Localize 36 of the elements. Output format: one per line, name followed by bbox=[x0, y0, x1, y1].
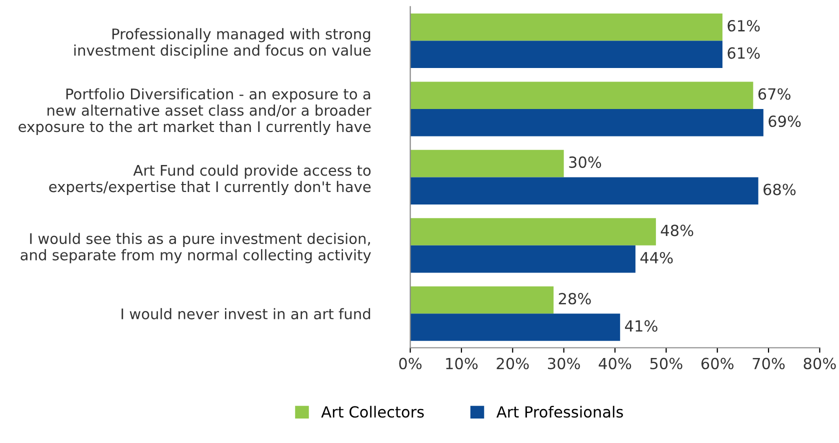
y-tick-label: I would see this as a pure investment decision, and separate from my normal collecting activity bbox=[20, 232, 371, 264]
x-tick-label: 40% bbox=[598, 358, 632, 370]
x-tick-label: 20% bbox=[496, 358, 529, 370]
y-tick-label: I would never invest in an art fund bbox=[122, 308, 370, 320]
bar bbox=[410, 218, 656, 246]
bar bbox=[410, 40, 722, 68]
x-tick-label: 70% bbox=[752, 358, 785, 370]
x-tick-label: 50% bbox=[650, 358, 682, 370]
y-tick-label: Portfolio Diversification - an exposure to a new alternative asset class and/or a broader exposure to the art market than I currently have bbox=[18, 88, 372, 135]
legend-label: Art Collectors bbox=[321, 406, 424, 418]
bar bbox=[410, 314, 620, 341]
data-label: 30% bbox=[569, 156, 602, 168]
data-label: 44% bbox=[640, 252, 673, 264]
legend-label: Art Professionals bbox=[496, 406, 623, 418]
bar bbox=[410, 177, 758, 204]
y-tick-label: Professionally managed with strong investment discipline and focus on value bbox=[74, 28, 371, 59]
data-label: 48% bbox=[660, 224, 694, 236]
bar bbox=[410, 150, 564, 178]
data-label: 41% bbox=[625, 320, 658, 332]
data-label: 61% bbox=[728, 47, 760, 59]
data-label: 61% bbox=[728, 20, 760, 32]
bar bbox=[410, 13, 722, 41]
x-tick-label: 80% bbox=[804, 358, 836, 370]
x-tick-label: 0% bbox=[399, 358, 422, 370]
x-tick-label: 10% bbox=[446, 358, 478, 370]
data-label: 68% bbox=[764, 184, 796, 196]
bar bbox=[410, 245, 636, 273]
bar bbox=[410, 82, 754, 109]
y-tick-label: Art Fund could provide access to experts/expertise that I currently don't have bbox=[49, 164, 371, 196]
data-label: 67% bbox=[758, 88, 790, 100]
bar bbox=[410, 286, 554, 314]
data-label: 69% bbox=[768, 116, 801, 128]
bar bbox=[410, 108, 764, 136]
data-label: 28% bbox=[558, 292, 591, 304]
x-tick-label: 60% bbox=[701, 358, 734, 370]
x-tick-label: 30% bbox=[548, 358, 580, 370]
